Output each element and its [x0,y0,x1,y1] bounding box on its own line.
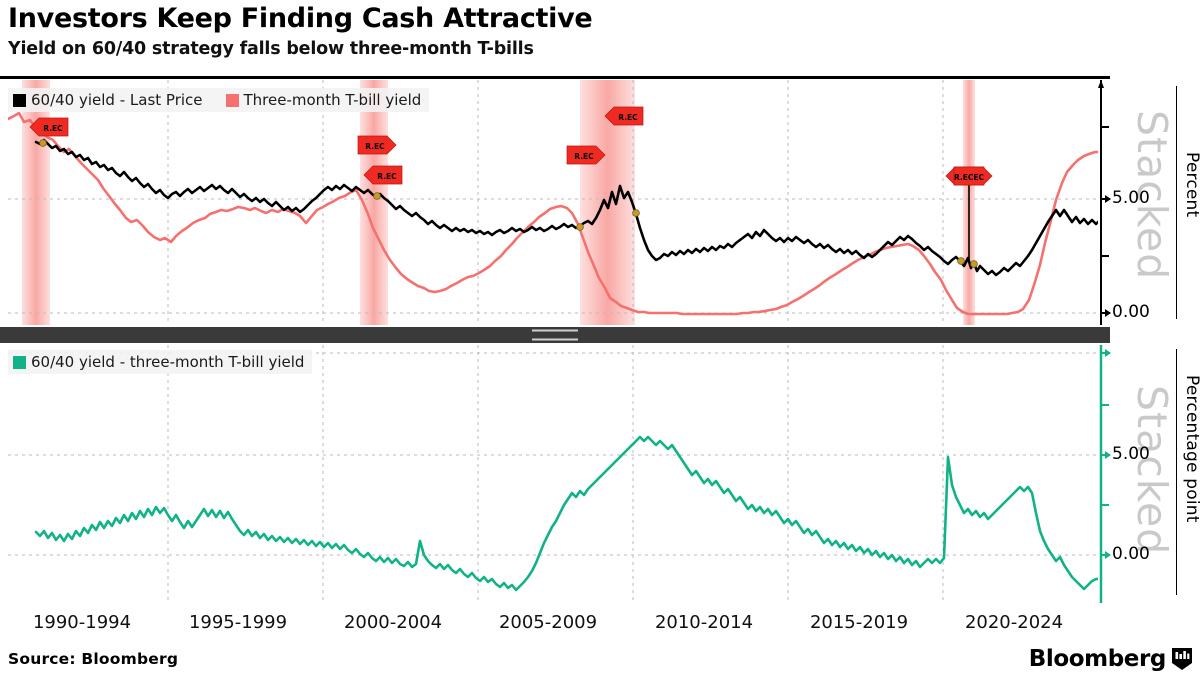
legend-label: 60/40 yield - three-month T-bill yield [31,353,305,371]
top-axis-tick-5: 5.00 [1112,188,1150,208]
legend-swatch-black [13,93,26,107]
footer: Source: Bloomberg Bloomberg [8,646,1192,674]
bloomberg-brand: Bloomberg [1029,646,1192,672]
top-axis-ticks [1098,80,1111,325]
series-6040-yield [34,138,1098,277]
x-tick-label: 2020-2024 [964,612,1064,633]
series-tbill-yield [8,111,1098,316]
top-chart-right-axis: Stacked 5.00 0.00 Percent [1098,80,1200,325]
recession-marker: R.EC [363,165,403,185]
bottom-chart-watermark: Stacked [1128,385,1176,556]
legend-label: 60/40 yield - Last Price [31,91,203,109]
bottom-chart-panel[interactable] [8,345,1098,603]
recession-marker: R.EC [604,106,644,126]
x-tick-label: 2000-2004 [343,612,443,633]
source-label: Source: Bloomberg [8,650,179,668]
legend-swatch-red [225,93,239,107]
bottom-axis-title-rule [1176,349,1177,595]
legend-item-6040-yield[interactable]: 60/40 yield - Last Price [13,91,203,109]
recession-bands [22,80,975,325]
top-chart-plot: R.EC R.EC R.EC R.EC R.EC [8,80,1098,325]
recession-marker-group: R.EC R.EC R.EC R.EC R.EC [29,106,993,186]
top-chart-legend[interactable]: 60/40 yield - Last Price Three-month T-b… [8,88,430,112]
series-markers [39,139,978,268]
divider-grip-icon[interactable] [532,329,578,341]
panel-divider[interactable] [0,327,1110,343]
x-tick-label: 2015-2019 [809,612,909,633]
top-axis-title: Percent [1182,152,1200,218]
recession-marker: R.EC [29,117,69,137]
bottom-chart-right-axis: Stacked 5.00 0.00 Percentage point [1098,345,1200,603]
top-chart-panel[interactable]: R.EC R.EC R.EC R.EC R.EC [8,80,1098,325]
recession-marker: R.EC [566,145,606,165]
svg-text:R.EC: R.EC [618,113,638,122]
x-tick-label: 1990-1994 [32,612,132,633]
series-6040-minus-tbill [34,435,1098,592]
bottom-axis-ticks [1099,345,1111,603]
top-axis-tick-0: 0.00 [1112,302,1150,322]
top-border-rule [0,76,1110,79]
svg-text:R.EC: R.EC [574,152,594,161]
legend-item-spread[interactable]: 60/40 yield - three-month T-bill yield [13,353,304,371]
svg-text:R.EC: R.EC [43,124,63,133]
svg-text:R.ECEC: R.ECEC [954,173,985,182]
x-tick-label: 2005-2009 [498,612,598,633]
page-subtitle: Yield on 60/40 strategy falls below thre… [8,39,534,59]
legend-swatch-teal [13,355,26,369]
legend-item-tbill-yield[interactable]: Three-month T-bill yield [225,91,422,109]
recession-marker: R.EC [357,135,397,155]
bottom-axis-title: Percentage point [1182,375,1200,523]
gridlines [8,345,1098,603]
recession-marker-pair: R.ECEC [945,166,993,186]
x-tick-label: 2010-2014 [654,612,754,633]
svg-text:R.EC: R.EC [377,172,397,181]
bottom-chart-plot [8,345,1098,603]
page-title: Investors Keep Finding Cash Attractive [8,3,593,34]
x-axis: 1990-1994 1995-1999 2000-2004 2005-2009 … [0,612,1200,642]
legend-label: Three-month T-bill yield [243,91,422,109]
gridlines [8,80,1098,325]
bottom-axis-tick-0: 0.00 [1112,544,1150,564]
top-axis-title-rule [1176,86,1177,319]
svg-text:R.EC: R.EC [365,142,385,151]
bottom-axis-tick-5: 5.00 [1112,444,1150,464]
bloomberg-terminal-icon [1172,648,1192,670]
brand-wordmark: Bloomberg [1028,646,1167,672]
x-tick-label: 1995-1999 [188,612,288,633]
bottom-chart-legend[interactable]: 60/40 yield - three-month T-bill yield [8,350,313,374]
header: Investors Keep Finding Cash Attractive Y… [8,2,1192,61]
